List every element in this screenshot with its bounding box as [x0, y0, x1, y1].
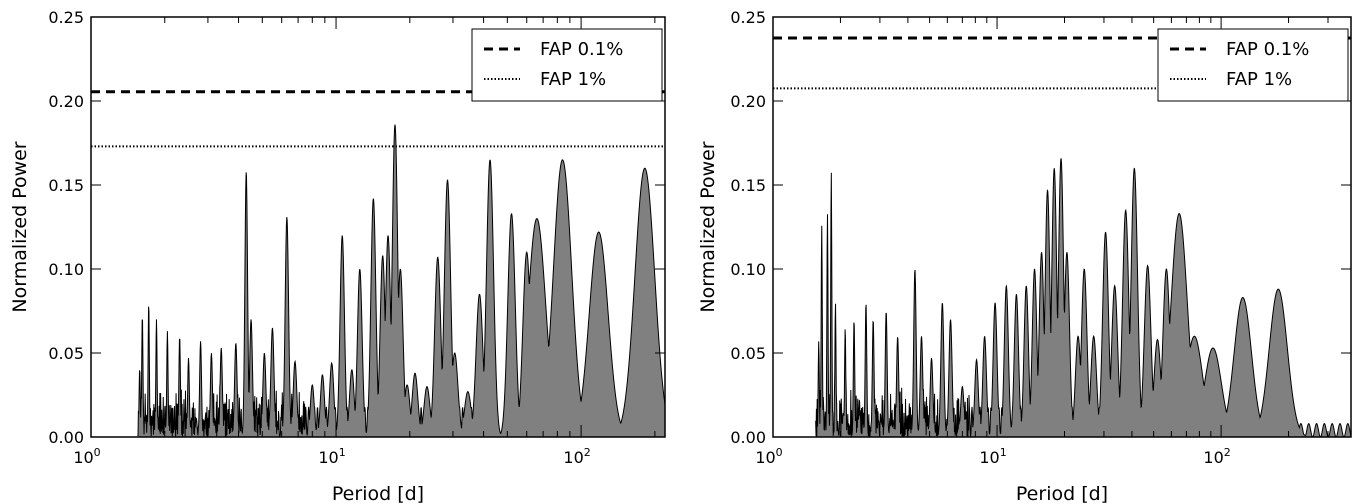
legend: FAP 0.1% FAP 1%	[471, 28, 663, 102]
y-tick-label: 0.20	[730, 92, 766, 111]
plot-frame	[772, 16, 1352, 438]
periodogram-line	[815, 158, 1351, 437]
y-tick-label: 0.20	[48, 92, 84, 111]
x-tick-label: 100	[73, 446, 100, 467]
x-tick-label: 102	[563, 446, 590, 467]
x-axis-label: Period [d]	[332, 483, 424, 504]
legend-label: FAP 0.1%	[1226, 39, 1309, 60]
plot-frame	[90, 16, 666, 438]
legend-label: FAP 0.1%	[540, 39, 623, 60]
y-axis-label: Normalized Power	[9, 141, 31, 312]
legend-box	[1157, 28, 1349, 102]
y-tick-label: 0.05	[730, 344, 766, 363]
x-tick-label: 101	[979, 446, 1006, 467]
y-axis-label: Normalized Power	[697, 141, 719, 312]
y-tick-label: 0.00	[730, 428, 766, 447]
y-tick-label: 0.05	[48, 344, 84, 363]
periodogram-line	[137, 124, 665, 437]
y-tick-label: 0.00	[48, 428, 84, 447]
x-axis-label: Period [d]	[1016, 483, 1108, 504]
legend: FAP 0.1% FAP 1%	[1157, 28, 1349, 102]
x-tick-label: 101	[318, 446, 345, 467]
legend-box	[471, 28, 663, 102]
x-tick-label: 102	[1203, 446, 1230, 467]
y-tick-label: 0.10	[730, 260, 766, 279]
legend-label: FAP 1%	[540, 69, 606, 90]
right-periodogram-panel: 0.00 0.05 0.10 0.15 0.20 0.25 100 101 102 Period …	[697, 8, 1352, 504]
y-tick-label: 0.25	[48, 8, 84, 27]
legend-label: FAP 1%	[1226, 69, 1292, 90]
y-tick-label: 0.10	[48, 260, 84, 279]
y-tick-label: 0.15	[730, 176, 766, 195]
x-tick-label: 100	[755, 446, 782, 467]
periodogram-fill	[815, 158, 1351, 437]
y-tick-label: 0.15	[48, 176, 84, 195]
left-periodogram-panel: 0.00 0.05 0.10 0.15 0.20 0.25 100 101 102 Period …	[9, 8, 666, 504]
y-tick-label: 0.25	[730, 8, 766, 27]
